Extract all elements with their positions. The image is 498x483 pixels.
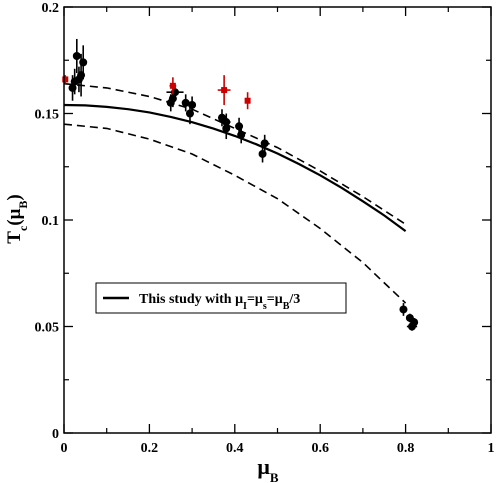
y-tick-label: 0	[52, 427, 59, 442]
y-axis-label: Tc(μB)	[4, 194, 30, 243]
series-line-upper	[63, 82, 407, 225]
points-layer	[62, 38, 419, 331]
x-tick-label: 1	[488, 441, 495, 456]
data-point-square	[169, 82, 176, 89]
data-point-circle	[260, 139, 269, 148]
x-tick-label: 0	[61, 441, 68, 456]
data-point-circle	[237, 130, 246, 139]
x-tick-label: 0.2	[141, 441, 159, 456]
x-tick-label: 0.6	[311, 441, 329, 456]
data-point-circle	[181, 98, 190, 107]
legend-entry-text: This study with μI=μs=μB/3	[139, 292, 300, 312]
x-tick-label: 0.8	[397, 441, 415, 456]
data-point-circle	[258, 149, 267, 158]
data-point-square	[244, 97, 251, 104]
data-point-square	[221, 87, 228, 94]
data-point-circle	[188, 100, 197, 109]
data-point-circle	[72, 51, 81, 60]
legend: This study with μI=μs=μB/3	[95, 282, 347, 314]
x-axis-label: μB	[257, 454, 278, 483]
series-line-lower	[63, 123, 407, 304]
y-tick-label: 0.2	[42, 1, 60, 16]
data-point-square	[62, 76, 69, 83]
y-tick-label: 0.05	[35, 321, 60, 336]
data-point-circle	[222, 124, 231, 133]
y-tick-label: 0.15	[35, 108, 60, 123]
series-line-model	[63, 103, 407, 232]
data-point-circle	[79, 58, 88, 67]
curves-layer	[63, 82, 407, 304]
data-point-circle	[410, 318, 419, 327]
legend-box	[95, 282, 347, 314]
x-tick-label: 0.4	[226, 441, 244, 456]
ticks-layer: 0 0.2 0.4 0.6 0.8 1 0 0.05 0.1 0.15 0.2	[35, 1, 495, 456]
y-tick-label: 0.1	[42, 214, 60, 229]
data-point-circle	[399, 305, 408, 314]
